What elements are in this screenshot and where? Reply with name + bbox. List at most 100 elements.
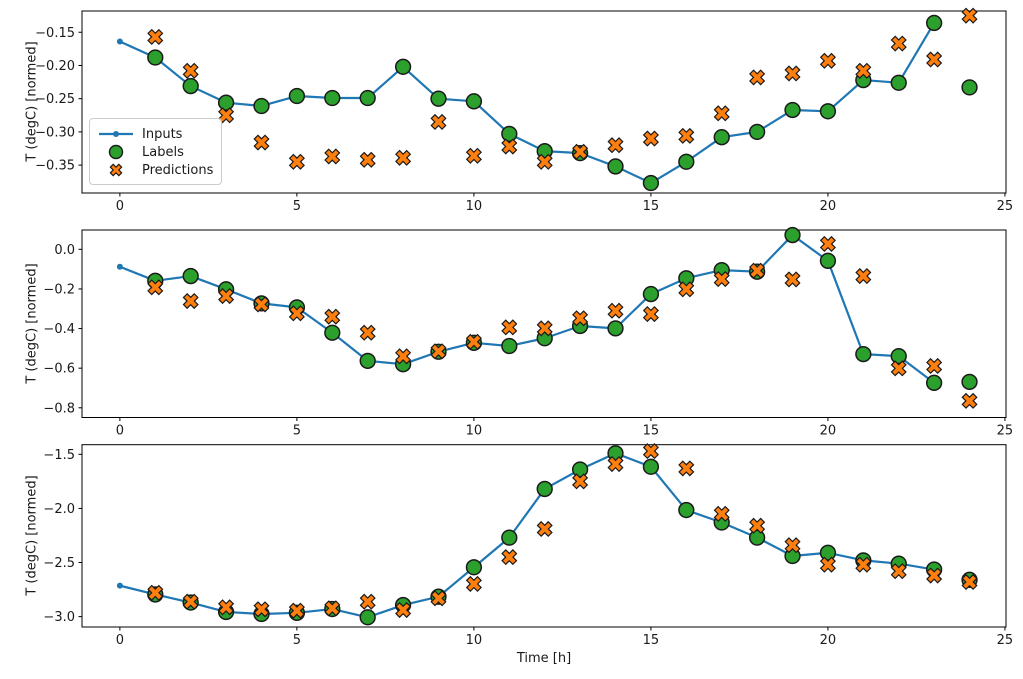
predictions-marker (324, 600, 341, 617)
predictions-marker (288, 602, 305, 619)
subplot-2-frame (81, 444, 1007, 628)
predictions-marker (359, 151, 376, 168)
labels-marker (855, 345, 872, 363)
x-tick-label: 10 (466, 424, 483, 439)
predictions-marker (536, 320, 553, 337)
predictions-marker (324, 308, 341, 325)
labels-marker (607, 320, 624, 337)
x-tick-label: 25 (997, 199, 1014, 214)
x-tick-label: 10 (466, 199, 483, 214)
predictions-marker (749, 262, 766, 279)
labels-marker (748, 529, 766, 546)
predictions-marker (253, 134, 270, 151)
predictions-marker (572, 473, 589, 490)
predictions-marker (926, 51, 943, 68)
predictions-marker (642, 443, 659, 460)
labels-marker (288, 87, 306, 105)
y-axis-label-bottom: T (degC) [normed] (24, 475, 40, 596)
y-tick-label: −0.15 (35, 26, 75, 41)
predictions-marker (147, 584, 164, 601)
legend-label-labels: Labels (142, 144, 184, 160)
predictions-marker (855, 267, 872, 285)
predictions-marker (713, 105, 730, 122)
y-tick-label: 0.0 (54, 243, 75, 258)
labels-marker (642, 458, 660, 475)
predictions-marker (253, 296, 270, 313)
predictions-x-icon (109, 163, 123, 177)
y-tick-label: −0.6 (43, 362, 75, 377)
labels-marker (961, 79, 978, 96)
predictions-marker (218, 599, 235, 616)
predictions-marker (642, 130, 659, 147)
x-tick-label: 20 (820, 199, 837, 214)
labels-marker (324, 324, 341, 341)
labels-marker (819, 544, 837, 561)
predictions-marker (288, 153, 305, 170)
y-tick-label: −0.2 (43, 282, 75, 297)
labels-marker (819, 252, 837, 269)
labels-marker (359, 89, 376, 107)
labels-marker (430, 90, 447, 107)
labels-marker (571, 461, 589, 478)
predictions-marker (501, 138, 518, 155)
inputs-marker (116, 38, 123, 45)
predictions-marker (572, 310, 589, 327)
x-axis-label: Time [h] (516, 651, 572, 666)
predictions-marker (890, 360, 907, 377)
predictions-marker (536, 153, 553, 170)
predictions-marker (182, 292, 199, 310)
labels-marker (182, 267, 199, 285)
labels-marker (501, 529, 518, 546)
predictions-marker (430, 590, 447, 607)
inputs-marker (116, 263, 123, 270)
x-tick-label: 15 (643, 424, 660, 439)
predictions-marker (430, 113, 447, 130)
inputs-line-icon (99, 131, 133, 137)
x-tick-label: 5 (293, 424, 301, 439)
predictions-marker (784, 271, 801, 288)
y-tick-label: −0.25 (35, 92, 75, 107)
predictions-marker (890, 563, 907, 580)
labels-marker (501, 337, 518, 355)
labels-marker (890, 347, 907, 365)
labels-circle-icon (108, 144, 124, 160)
predictions-marker (713, 270, 730, 288)
predictions-marker (501, 319, 518, 336)
predictions-marker (890, 35, 907, 52)
x-tick-label: 15 (643, 199, 660, 214)
predictions-marker (395, 601, 412, 619)
labels-marker (536, 480, 553, 498)
labels-marker (819, 103, 837, 120)
y-axis-label-top: T (degC) [normed] (24, 41, 40, 162)
legend: Inputs Labels Predictions (89, 118, 222, 185)
y-tick-label: −3.0 (43, 610, 75, 625)
inputs-marker (116, 582, 123, 589)
labels-marker (925, 374, 943, 391)
predictions-marker (961, 392, 978, 409)
x-tick-label: 20 (820, 633, 837, 648)
labels-marker (784, 101, 801, 119)
predictions-marker (607, 456, 624, 473)
predictions-marker (607, 302, 624, 319)
predictions-marker (430, 343, 447, 360)
predictions-marker (713, 505, 730, 522)
x-tick-label: 20 (820, 424, 837, 439)
x-tick-label: 5 (293, 199, 301, 214)
x-tick-label: 0 (116, 199, 124, 214)
predictions-marker (855, 556, 872, 573)
x-tick-label: 0 (116, 633, 124, 648)
predictions-marker (642, 306, 659, 323)
labels-marker (359, 352, 376, 369)
predictions-marker (182, 593, 199, 610)
labels-marker (642, 174, 660, 192)
x-tick-label: 0 (116, 424, 124, 439)
predictions-marker (961, 7, 978, 24)
legend-row-labels: Labels (96, 143, 213, 161)
predictions-marker (784, 65, 801, 82)
legend-label-predictions: Predictions (142, 162, 214, 178)
labels-marker (961, 373, 978, 390)
predictions-marker (678, 127, 695, 144)
predictions-marker (324, 148, 341, 165)
